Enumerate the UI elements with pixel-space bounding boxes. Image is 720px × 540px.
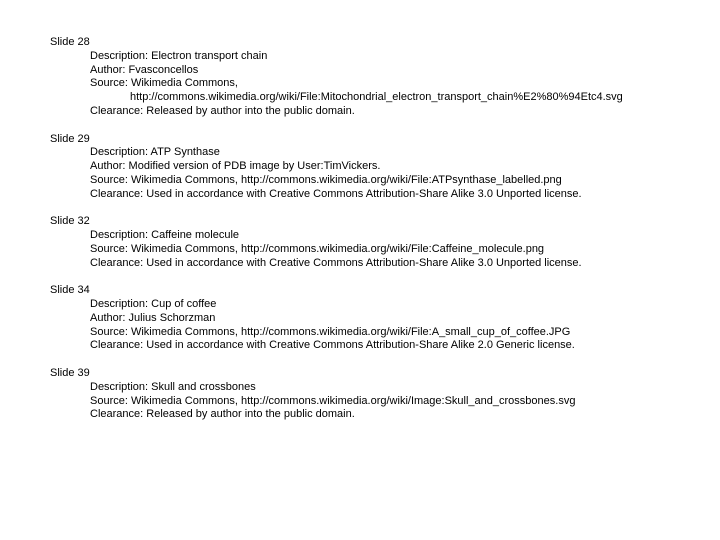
credits-page: Slide 28Description: Electron transport … xyxy=(0,0,720,456)
field-label: Clearance xyxy=(90,105,140,117)
slide-block: Slide 29Description: ATP SynthaseAuthor:… xyxy=(50,133,670,202)
field-value: Released by author into the public domai… xyxy=(146,105,355,117)
field-value: Used in accordance with Creative Commons… xyxy=(146,339,575,351)
field-label: Author xyxy=(90,64,122,76)
field-label: Description xyxy=(90,50,145,62)
field-value: Caffeine molecule xyxy=(151,229,239,241)
field-label: Description xyxy=(90,146,145,158)
field-label: Source xyxy=(90,326,125,338)
field-row: Description: Electron transport chain xyxy=(50,50,670,64)
field-row: Source: Wikimedia Commons, http://common… xyxy=(50,395,670,409)
slide-block: Slide 34Description: Cup of coffeeAuthor… xyxy=(50,284,670,353)
field-row: Source: Wikimedia Commons, xyxy=(50,77,670,91)
field-row: Source: Wikimedia Commons, http://common… xyxy=(50,326,670,340)
field-value: Wikimedia Commons, http://commons.wikime… xyxy=(131,243,544,255)
field-label: Description xyxy=(90,229,145,241)
field-row: Clearance: Released by author into the p… xyxy=(50,408,670,422)
slide-title: Slide 28 xyxy=(50,36,670,50)
field-value: Wikimedia Commons, xyxy=(131,77,238,89)
slide-title: Slide 34 xyxy=(50,284,670,298)
field-row: Author: Julius Schorzman xyxy=(50,312,670,326)
slide-title: Slide 39 xyxy=(50,367,670,381)
field-label: Author xyxy=(90,312,122,324)
field-value: Modified version of PDB image by User:Ti… xyxy=(129,160,381,172)
field-value: Skull and crossbones xyxy=(151,381,256,393)
field-value: Electron transport chain xyxy=(151,50,267,62)
field-row: Description: Cup of coffee xyxy=(50,298,670,312)
field-value: Wikimedia Commons, http://commons.wikime… xyxy=(131,174,562,186)
field-label: Clearance xyxy=(90,408,140,420)
field-continuation: http://commons.wikimedia.org/wiki/File:M… xyxy=(50,91,670,105)
field-row: Source: Wikimedia Commons, http://common… xyxy=(50,174,670,188)
field-value: ATP Synthase xyxy=(151,146,220,158)
field-value: Cup of coffee xyxy=(151,298,216,310)
field-label: Description xyxy=(90,381,145,393)
field-row: Author: Fvasconcellos xyxy=(50,64,670,78)
field-value: Wikimedia Commons, http://commons.wikime… xyxy=(131,395,575,407)
field-row: Description: Skull and crossbones xyxy=(50,381,670,395)
field-label: Clearance xyxy=(90,188,140,200)
field-value: Released by author into the public domai… xyxy=(146,408,355,420)
slide-block: Slide 32Description: Caffeine moleculeSo… xyxy=(50,215,670,270)
field-value: Used in accordance with Creative Commons… xyxy=(146,257,581,269)
field-row: Clearance: Released by author into the p… xyxy=(50,105,670,119)
field-label: Source xyxy=(90,395,125,407)
field-row: Description: ATP Synthase xyxy=(50,146,670,160)
field-value: Used in accordance with Creative Commons… xyxy=(146,188,581,200)
field-row: Source: Wikimedia Commons, http://common… xyxy=(50,243,670,257)
slide-block: Slide 39Description: Skull and crossbone… xyxy=(50,367,670,422)
field-label: Clearance xyxy=(90,257,140,269)
field-value: Wikimedia Commons, http://commons.wikime… xyxy=(131,326,570,338)
field-row: Clearance: Used in accordance with Creat… xyxy=(50,257,670,271)
field-row: Author: Modified version of PDB image by… xyxy=(50,160,670,174)
field-value: Julius Schorzman xyxy=(129,312,216,324)
field-label: Source xyxy=(90,77,125,89)
field-label: Description xyxy=(90,298,145,310)
field-row: Clearance: Used in accordance with Creat… xyxy=(50,188,670,202)
field-label: Clearance xyxy=(90,339,140,351)
field-row: Clearance: Used in accordance with Creat… xyxy=(50,339,670,353)
slide-title: Slide 29 xyxy=(50,133,670,147)
field-row: Description: Caffeine molecule xyxy=(50,229,670,243)
field-label: Source xyxy=(90,243,125,255)
field-value: Fvasconcellos xyxy=(129,64,199,76)
slide-block: Slide 28Description: Electron transport … xyxy=(50,36,670,119)
field-label: Author xyxy=(90,160,122,172)
field-label: Source xyxy=(90,174,125,186)
slide-title: Slide 32 xyxy=(50,215,670,229)
